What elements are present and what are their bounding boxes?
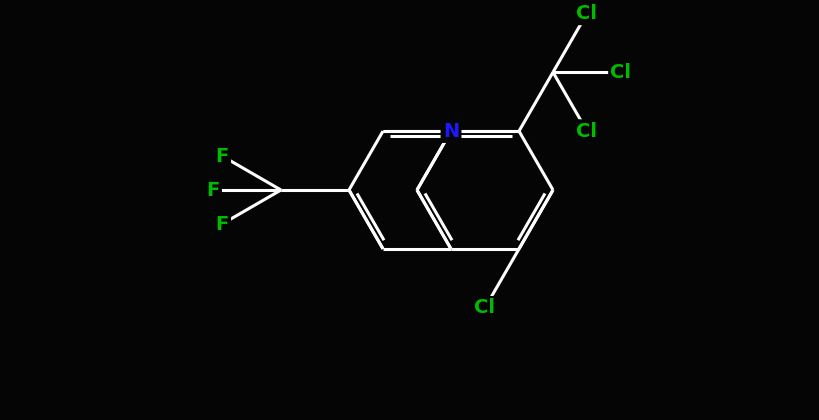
Text: Cl: Cl: [474, 298, 495, 317]
Text: F: F: [215, 215, 229, 234]
Text: Cl: Cl: [576, 4, 597, 23]
Text: N: N: [442, 122, 459, 141]
Text: F: F: [206, 181, 219, 200]
Text: Cl: Cl: [610, 63, 631, 82]
Text: Cl: Cl: [576, 122, 597, 141]
Text: F: F: [215, 147, 229, 165]
